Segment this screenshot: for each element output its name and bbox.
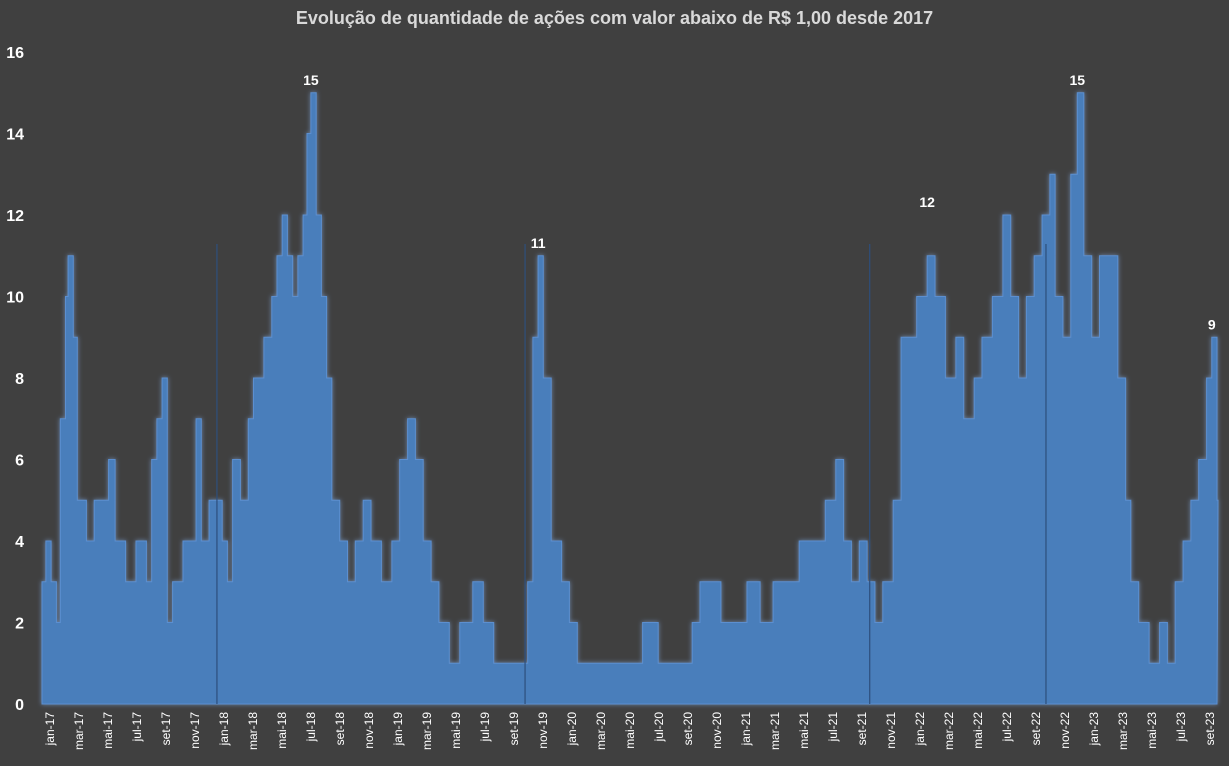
x-tick-label: nov-17 (188, 712, 202, 749)
x-tick-label: jul-20 (652, 712, 666, 743)
x-tick-label: mar-18 (246, 712, 260, 750)
x-tick-label: mai-18 (275, 712, 289, 749)
x-tick-label: set-21 (855, 712, 869, 746)
x-tick-label: set-20 (681, 712, 695, 746)
x-tick-label: set-23 (1203, 712, 1217, 746)
data-label: 9 (1208, 316, 1216, 332)
x-tick-label: jan-21 (739, 712, 753, 747)
y-tick-label: 2 (15, 616, 24, 633)
x-tick-label: mar-19 (420, 712, 434, 750)
x-tick-label: jan-17 (43, 712, 57, 747)
y-tick-label: 16 (6, 45, 24, 62)
x-tick-label: jul-22 (1000, 712, 1014, 743)
x-tick-label: nov-19 (536, 712, 550, 749)
data-label: 12 (919, 194, 935, 210)
y-tick-label: 8 (15, 371, 24, 388)
series-area-0 (41, 92, 1219, 705)
y-tick-label: 10 (6, 290, 24, 307)
data-label: 15 (1070, 72, 1086, 88)
x-tick-label: set-17 (159, 712, 173, 746)
x-tick-label: mar-20 (594, 712, 608, 750)
x-tick-label: set-18 (333, 712, 347, 746)
x-tick-label: mar-23 (1116, 712, 1130, 750)
data-label: 11 (531, 235, 546, 251)
x-tick-label: mai-20 (623, 712, 637, 749)
x-tick-label: jul-23 (1174, 712, 1188, 743)
x-tick-label: mai-19 (449, 712, 463, 749)
x-tick-label: jul-19 (478, 712, 492, 743)
chart-title: Evolução de quantidade de ações com valo… (295, 8, 934, 28)
y-tick-label: 12 (6, 208, 24, 225)
x-tick-label: jul-18 (304, 712, 318, 743)
x-tick-label: mai-22 (971, 712, 985, 749)
y-tick-label: 6 (15, 453, 24, 470)
x-tick-label: nov-21 (884, 712, 898, 749)
x-tick-label: nov-22 (1058, 712, 1072, 749)
x-tick-label: jan-23 (1087, 712, 1101, 747)
x-tick-label: mar-21 (768, 712, 782, 750)
x-tick-label: jan-18 (217, 712, 231, 747)
x-tick-label: jan-19 (391, 712, 405, 747)
x-tick-label: jan-20 (565, 712, 579, 747)
x-tick-label: mai-17 (101, 712, 115, 749)
data-label: 15 (303, 72, 319, 88)
x-tick-label: nov-18 (362, 712, 376, 749)
y-tick-label: 4 (15, 534, 24, 551)
x-tick-label: set-19 (507, 712, 521, 746)
y-tick-label: 0 (15, 697, 24, 714)
x-tick-label: mai-21 (797, 712, 811, 749)
x-tick-label: nov-20 (710, 712, 724, 749)
x-tick-label: jul-21 (826, 712, 840, 743)
x-tick-label: mar-17 (72, 712, 86, 750)
x-tick-label: set-22 (1029, 712, 1043, 746)
x-tick-label: mar-22 (942, 712, 956, 750)
y-tick-label: 14 (6, 127, 24, 144)
x-tick-label: mai-23 (1145, 712, 1159, 749)
x-tick-label: jan-22 (913, 712, 927, 747)
x-tick-label: jul-17 (130, 712, 144, 743)
